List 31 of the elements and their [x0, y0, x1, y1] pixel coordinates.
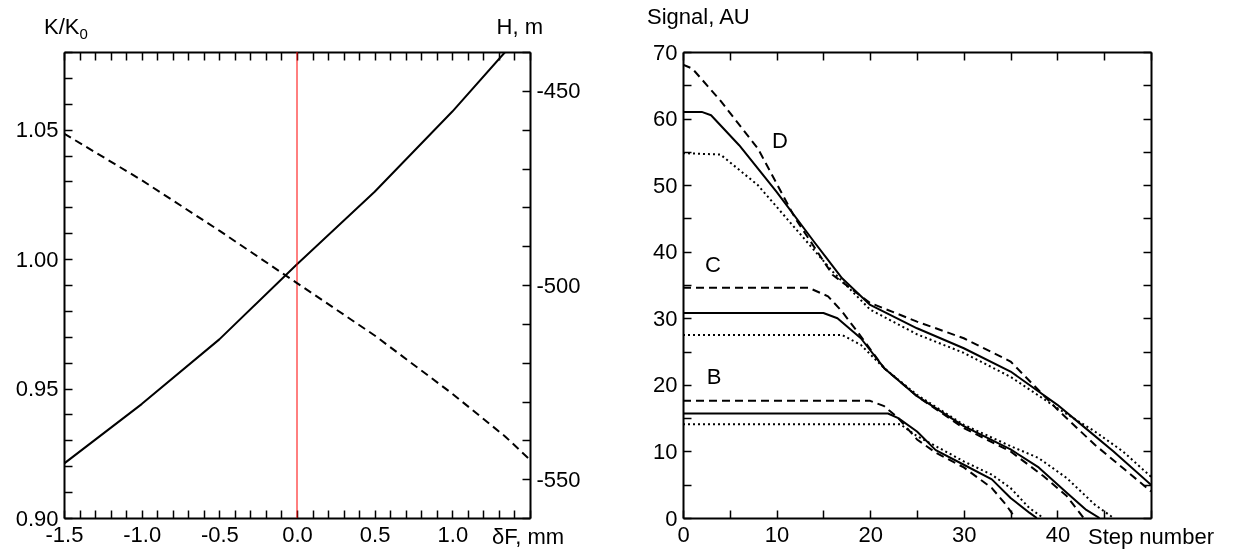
y2-axis-title: H, m: [496, 14, 543, 39]
x-tick-label: 0.0: [282, 521, 313, 547]
x-tick-label: -1.0: [123, 521, 162, 547]
annotation: B: [706, 364, 722, 389]
y-tick-label: 70: [653, 39, 678, 65]
y-axis-title: Signal, AU: [647, 4, 750, 29]
annotation: C: [705, 252, 721, 277]
y2-tick-label: -500: [536, 272, 581, 298]
x-axis-title: Step number: [1088, 524, 1214, 549]
x-axis-title: δF, mm: [492, 524, 565, 549]
x-tick-label: 40: [1045, 521, 1071, 547]
y-tick-label: 20: [653, 372, 678, 398]
y-tick-label: 40: [653, 239, 678, 265]
x-tick-label: 0.5: [359, 521, 391, 547]
y-tick-label: 0.95: [15, 376, 59, 402]
annotation: D: [772, 128, 788, 153]
x-tick-label: -0.5: [200, 521, 239, 547]
y2-tick-label: -550: [536, 466, 581, 492]
x-tick-label: 1.0: [437, 521, 469, 547]
y-tick-label: 1.00: [15, 246, 59, 272]
y2-tick-label: -450: [536, 78, 581, 104]
y-tick-label: 50: [653, 172, 678, 198]
x-tick-label: 10: [764, 521, 790, 547]
y-axis-title: K/K$_{0}$: [44, 14, 88, 42]
y-tick-label: 1.05: [15, 117, 59, 143]
x-tick-label: 30: [952, 521, 977, 547]
x-tick-label: 20: [858, 521, 883, 547]
y-tick-label: 10: [653, 438, 678, 464]
y-tick-label: 60: [653, 106, 678, 132]
y-tick-label: 30: [653, 305, 678, 331]
y-tick-label: 0: [665, 505, 678, 531]
